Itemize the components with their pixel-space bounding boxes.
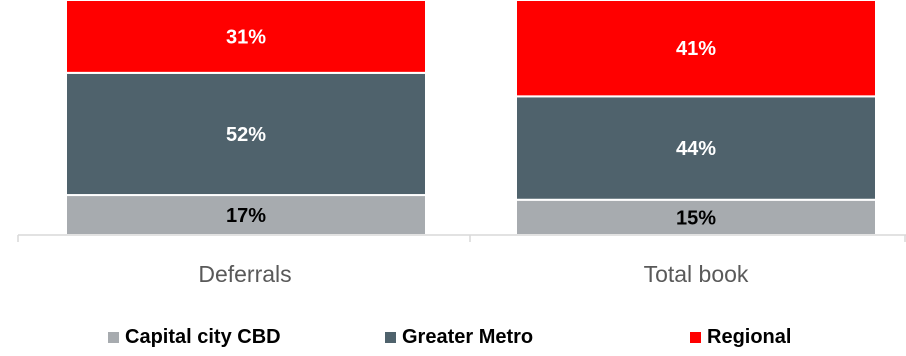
- bar-segment-total-book-regional: [515, 0, 877, 98]
- data-label-total-book-greater-metro: 44%: [676, 138, 716, 160]
- bars-group: [65, 0, 877, 237]
- labels-group: 17% 52% 31% 15% 44% 41%: [226, 26, 716, 229]
- legend-swatch-capital-city-cbd: [108, 332, 119, 343]
- legend-item-greater-metro: Greater Metro: [385, 326, 533, 349]
- category-label-total-book: Total book: [644, 261, 749, 287]
- legend-item-regional: Regional: [690, 326, 791, 349]
- legend-label-greater-metro: Greater Metro: [402, 326, 534, 348]
- legend-swatch-regional: [690, 332, 701, 343]
- x-axis: [17, 234, 906, 242]
- data-label-total-book-capital-city-cbd: 15%: [676, 207, 716, 229]
- bar-segment-deferrals-regional: [65, 0, 427, 74]
- category-label-deferrals: Deferrals: [198, 261, 291, 287]
- bar-segment-deferrals-capital-city-cbd: [65, 194, 427, 237]
- bar-segment-total-book-capital-city-cbd: [515, 198, 877, 236]
- legend-swatch-greater-metro: [385, 332, 396, 343]
- data-label-deferrals-greater-metro: 52%: [226, 124, 266, 146]
- legend-label-capital-city-cbd: Capital city CBD: [125, 326, 281, 348]
- bar-segment-deferrals-greater-metro: [65, 71, 427, 197]
- legend-item-capital-city-cbd: Capital city CBD: [108, 326, 281, 349]
- category-labels: Deferrals Total book: [198, 261, 749, 287]
- legend-label-regional: Regional: [707, 326, 792, 348]
- data-label-total-book-regional: 41%: [676, 38, 716, 60]
- data-label-deferrals-capital-city-cbd: 17%: [226, 205, 266, 227]
- data-label-deferrals-regional: 31%: [226, 26, 266, 48]
- bar-segment-total-book-greater-metro: [515, 95, 877, 201]
